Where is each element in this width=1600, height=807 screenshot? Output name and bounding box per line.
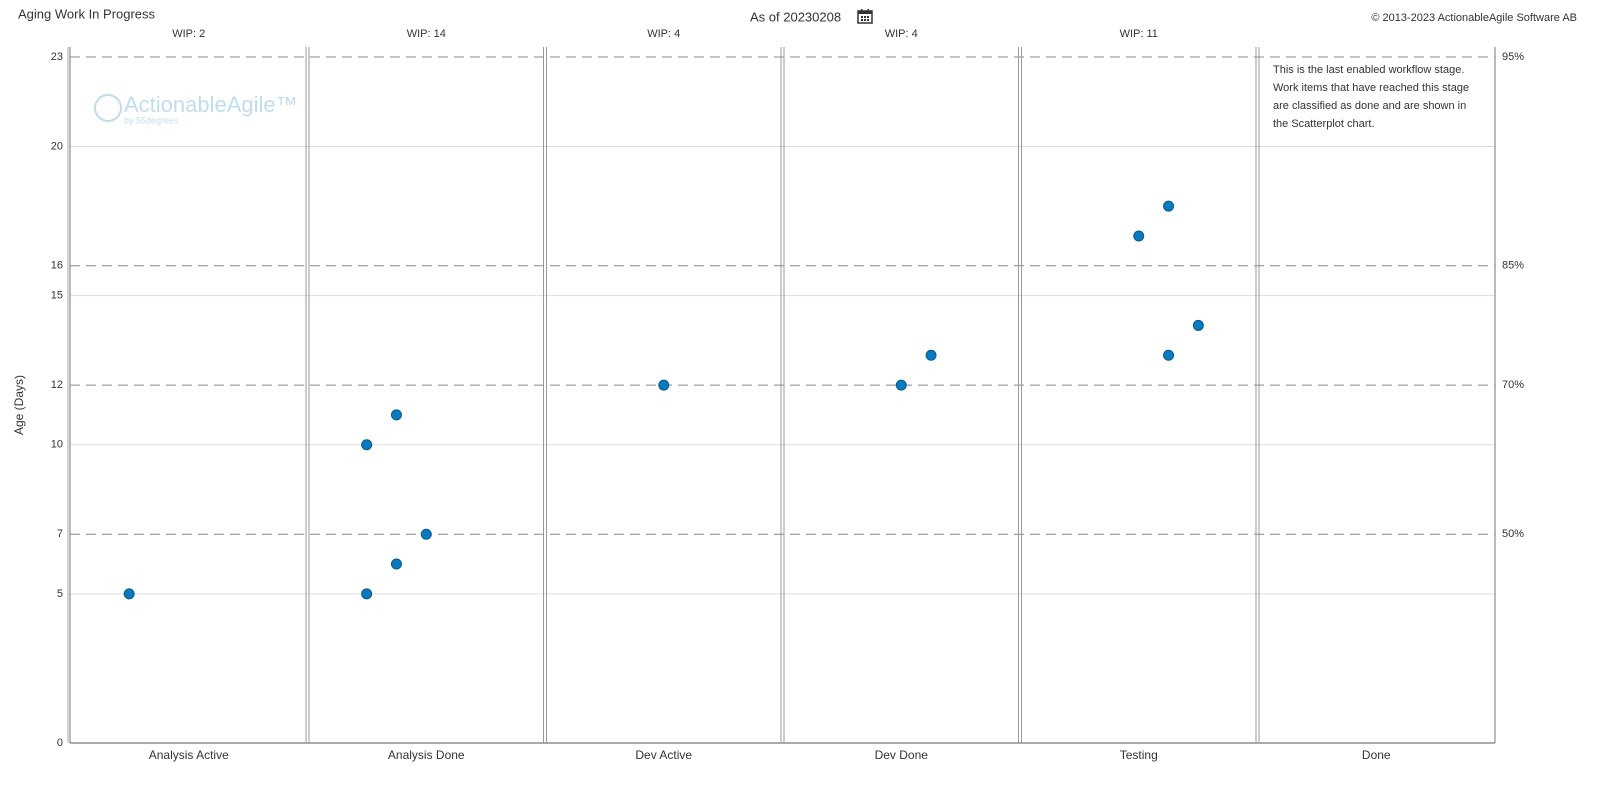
percentile-label: 50% — [1502, 528, 1524, 540]
y-axis-label: Age (Days) — [12, 375, 26, 435]
y-tick-label: 23 — [51, 51, 63, 63]
note-line: Work items that have reached this stage — [1273, 82, 1469, 94]
work-item — [123, 588, 135, 600]
work-item — [420, 528, 432, 540]
work-item — [895, 379, 907, 391]
work-item — [361, 439, 373, 451]
wip-label: WIP: 2 — [172, 28, 205, 40]
as-of-date: As of 20230208 — [750, 9, 841, 24]
x-tick-label: Analysis Done — [388, 748, 465, 762]
x-tick-label: Dev Done — [875, 748, 929, 762]
note-line: This is the last enabled workflow stage. — [1273, 64, 1464, 76]
logo: ActionableAgile™ by 55degrees — [94, 92, 298, 125]
calendar-icon[interactable] — [857, 9, 873, 24]
wip-label: WIP: 4 — [647, 28, 680, 40]
y-tick-label: 20 — [51, 140, 63, 152]
y-tick-label: 16 — [51, 260, 63, 272]
wip-label: WIP: 14 — [407, 28, 446, 40]
wip-label: WIP: 11 — [1120, 28, 1158, 40]
calendar-ring[interactable] — [867, 9, 870, 12]
work-item — [1192, 319, 1204, 331]
note-line: are classified as done and are shown in — [1273, 100, 1466, 112]
wip-label: WIP: 4 — [885, 28, 918, 40]
work-item — [1133, 230, 1145, 242]
calendar-top[interactable] — [858, 11, 872, 14]
percentile-label: 70% — [1502, 379, 1524, 391]
work-item — [390, 409, 402, 421]
x-tick-label: Testing — [1120, 748, 1158, 762]
logo-mark — [94, 94, 122, 122]
x-tick-label: Analysis Active — [149, 748, 229, 762]
y-tick-label: 10 — [51, 439, 63, 451]
y-tick-label: 0 — [57, 737, 63, 749]
work-item — [1163, 349, 1175, 361]
work-item — [925, 349, 937, 361]
work-item — [1163, 200, 1175, 212]
percentile-label: 85% — [1502, 260, 1524, 272]
x-tick-label: Dev Active — [635, 748, 692, 762]
work-item — [658, 379, 670, 391]
y-tick-label: 7 — [57, 528, 63, 540]
percentile-label: 95% — [1502, 51, 1524, 63]
y-tick-label: 15 — [51, 290, 63, 302]
work-item — [390, 558, 402, 570]
work-item — [361, 588, 373, 600]
y-tick-label: 12 — [51, 379, 63, 391]
y-tick-label: 5 — [57, 588, 63, 600]
copyright: © 2013-2023 ActionableAgile Software AB — [1371, 12, 1577, 24]
calendar-days[interactable] — [861, 16, 869, 21]
logo-by: by 55degrees — [124, 115, 179, 125]
note-line: the Scatterplot chart. — [1273, 118, 1375, 130]
logo-name: ActionableAgile™ — [124, 92, 298, 117]
calendar-ring[interactable] — [861, 9, 863, 12]
chart-title: Aging Work In Progress — [18, 6, 156, 21]
x-tick-label: Done — [1362, 748, 1391, 762]
